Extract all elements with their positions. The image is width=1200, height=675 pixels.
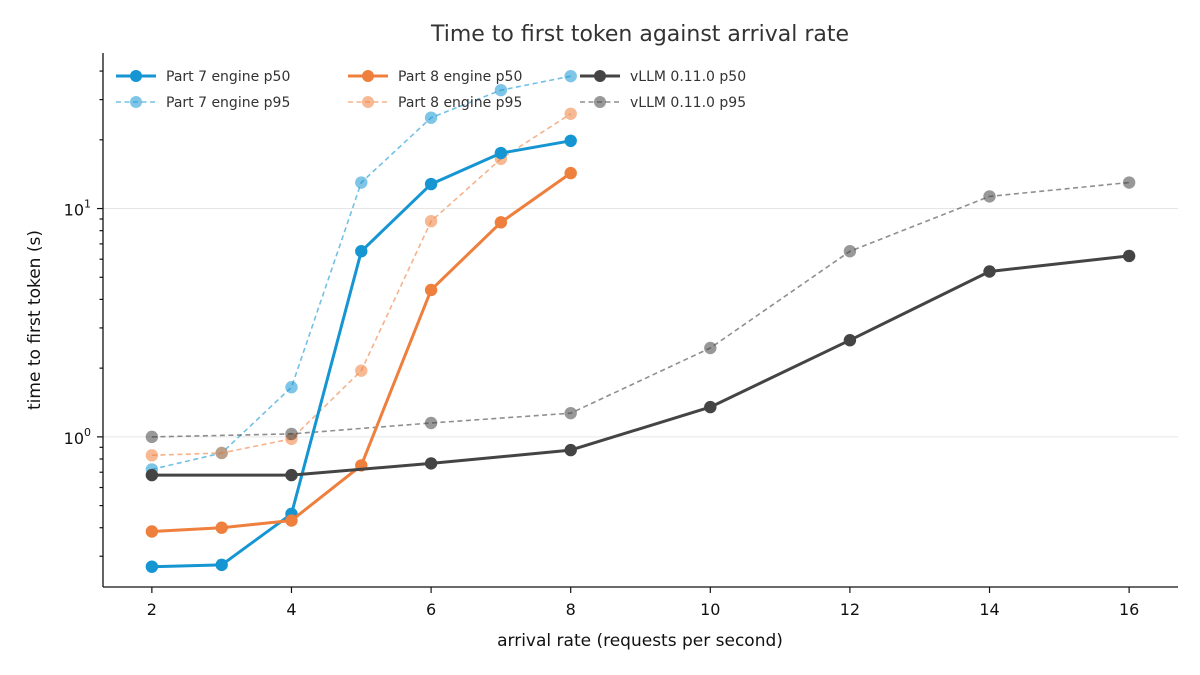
- legend-label: Part 7 engine p95: [166, 95, 290, 111]
- data-point: [215, 521, 228, 534]
- y-axis-label: time to first token (s): [25, 230, 45, 410]
- axes-layer: [102, 53, 1178, 588]
- series-line: [151, 254, 1130, 477]
- series-line: [151, 113, 572, 457]
- legend-marker: [362, 96, 374, 108]
- legend: Part 7 engine p50 Part 7 engine p95 Part 8…: [116, 69, 746, 111]
- series-line: [151, 139, 571, 569]
- data-point: [215, 446, 228, 460]
- data-point: [145, 525, 159, 538]
- data-point: [564, 107, 577, 120]
- legend-entry: vLLM 0.11.0 p95: [580, 95, 746, 111]
- data-point: [424, 457, 438, 470]
- legend-label: Part 7 engine p50: [166, 69, 290, 85]
- series-part-7-engine-p50: [145, 134, 577, 573]
- data-point: [564, 166, 577, 180]
- data-point: [564, 443, 577, 457]
- data-point: [355, 364, 368, 377]
- data-point: [145, 560, 159, 573]
- series-line: [151, 171, 572, 533]
- data-point: [704, 400, 717, 414]
- legend-marker: [594, 70, 606, 82]
- data-point: [983, 265, 996, 278]
- y-tick-label: 101: [64, 198, 91, 220]
- legend-entry: vLLM 0.11.0 p50: [580, 69, 746, 85]
- data-point: [285, 468, 298, 482]
- data-point: [564, 406, 577, 420]
- legend-marker: [130, 96, 142, 108]
- grid-layer: [103, 208, 1178, 438]
- legend-label: vLLM 0.11.0 p50: [630, 69, 746, 85]
- x-tick-label: 4: [286, 600, 296, 619]
- x-tick-label: 16: [1119, 600, 1139, 619]
- series-part-8-engine-p95: [145, 107, 577, 462]
- x-tick-label: 10: [700, 600, 720, 619]
- data-point: [494, 83, 508, 97]
- data-point: [704, 341, 717, 355]
- x-tick-label: 12: [840, 600, 860, 619]
- data-point: [355, 245, 368, 258]
- x-tick-label: 2: [147, 600, 157, 619]
- series-line: [151, 75, 571, 471]
- data-point: [983, 190, 996, 203]
- data-point: [285, 381, 298, 394]
- legend-entry: Part 8 engine p95: [348, 95, 522, 111]
- x-tick-label: 8: [566, 600, 576, 619]
- data-point: [843, 245, 857, 258]
- data-point: [424, 177, 438, 191]
- data-point: [424, 283, 438, 297]
- legend-label: Part 8 engine p95: [398, 95, 522, 111]
- x-tick-label: 14: [979, 600, 999, 619]
- series-line: [151, 181, 1130, 438]
- x-tick-label: 6: [426, 600, 436, 619]
- data-point: [145, 449, 159, 462]
- series-vllm-0-11-0-p95: [145, 176, 1136, 444]
- legend-entry: Part 7 engine p50: [116, 69, 290, 85]
- legend-label: Part 8 engine p50: [398, 69, 522, 85]
- legend-marker: [594, 96, 606, 108]
- data-point: [285, 427, 298, 441]
- data-point: [424, 111, 438, 124]
- data-point: [215, 558, 228, 572]
- data-point: [494, 216, 508, 229]
- legend-label: vLLM 0.11.0 p95: [630, 95, 746, 111]
- data-point: [1122, 249, 1136, 263]
- legend-marker: [362, 70, 374, 82]
- legend-marker: [130, 70, 142, 82]
- data-point: [424, 416, 438, 430]
- data-point: [145, 430, 159, 444]
- legend-entry: Part 8 engine p50: [348, 69, 522, 85]
- data-point: [424, 215, 438, 228]
- y-tick-label: 100: [64, 426, 91, 448]
- series-part-7-engine-p95: [145, 69, 577, 476]
- data-point: [564, 134, 577, 148]
- series-vllm-0-11-0-p50: [145, 249, 1136, 482]
- data-point: [843, 334, 857, 347]
- legend-entry: Part 7 engine p95: [116, 95, 290, 111]
- data-point: [145, 468, 159, 482]
- x-axis-label: arrival rate (requests per second): [497, 631, 783, 651]
- series-part-8-engine-p50: [145, 166, 577, 538]
- data-point: [1122, 176, 1136, 189]
- data-point: [355, 176, 368, 189]
- data-point: [285, 514, 298, 527]
- chart-title: Time to first token against arrival rate: [430, 22, 849, 47]
- series-layer: [145, 69, 1136, 573]
- data-point: [564, 69, 577, 83]
- data-point: [494, 146, 508, 160]
